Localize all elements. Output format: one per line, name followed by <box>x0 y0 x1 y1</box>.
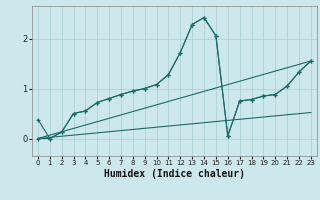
X-axis label: Humidex (Indice chaleur): Humidex (Indice chaleur) <box>104 169 245 179</box>
